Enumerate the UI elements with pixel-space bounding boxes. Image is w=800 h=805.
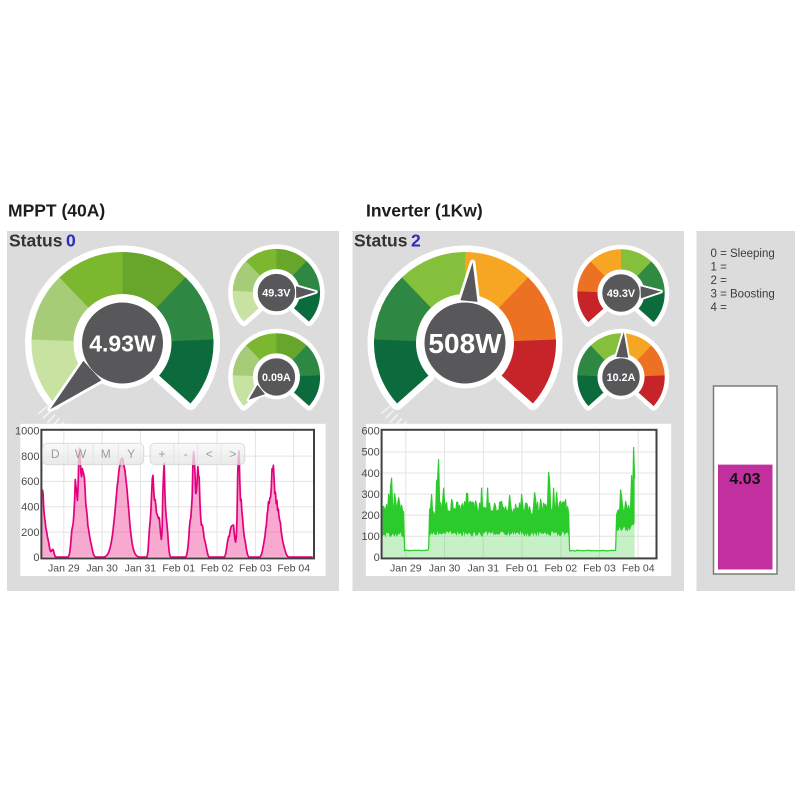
svg-text:MPPT (40A): MPPT (40A) xyxy=(8,201,105,221)
svg-text:508W: 508W xyxy=(428,328,502,359)
svg-text:+: + xyxy=(158,447,165,461)
svg-text:600: 600 xyxy=(21,476,39,488)
svg-text:Feb 04: Feb 04 xyxy=(277,563,310,575)
svg-text:4.03: 4.03 xyxy=(729,471,760,488)
svg-text:400: 400 xyxy=(21,502,39,514)
svg-text:0: 0 xyxy=(66,231,76,251)
svg-text:Jan 29: Jan 29 xyxy=(390,563,422,575)
svg-text:Jan 30: Jan 30 xyxy=(429,563,461,575)
svg-text:10.2A: 10.2A xyxy=(607,372,636,384)
svg-text:Status: Status xyxy=(9,231,63,251)
svg-text:600: 600 xyxy=(361,426,379,438)
svg-text:800: 800 xyxy=(21,451,39,463)
svg-text:Jan 31: Jan 31 xyxy=(125,563,157,575)
svg-text:<: < xyxy=(206,447,213,461)
svg-text:Jan 31: Jan 31 xyxy=(468,563,500,575)
svg-text:Feb 02: Feb 02 xyxy=(201,563,234,575)
svg-text:Y: Y xyxy=(127,447,135,461)
svg-text:0: 0 xyxy=(374,552,380,564)
svg-text:400: 400 xyxy=(361,468,379,480)
svg-text:0: 0 xyxy=(33,552,39,564)
svg-text:Feb 04: Feb 04 xyxy=(622,563,655,575)
svg-text:500: 500 xyxy=(361,447,379,459)
svg-text:200: 200 xyxy=(361,510,379,522)
svg-text:2: 2 xyxy=(411,231,421,251)
svg-text:3 = Boosting: 3 = Boosting xyxy=(711,289,775,301)
svg-text:Jan 29: Jan 29 xyxy=(48,563,80,575)
svg-text:0.09A: 0.09A xyxy=(262,372,291,384)
svg-text:M: M xyxy=(101,447,111,461)
svg-text:200: 200 xyxy=(21,527,39,539)
svg-text:Inverter (1Kw): Inverter (1Kw) xyxy=(366,201,483,221)
svg-text:>: > xyxy=(229,447,236,461)
svg-text:Feb 03: Feb 03 xyxy=(583,563,616,575)
svg-text:Feb 02: Feb 02 xyxy=(544,563,577,575)
svg-text:Status: Status xyxy=(354,231,408,251)
svg-text:4.93W: 4.93W xyxy=(89,330,156,356)
svg-text:Feb 03: Feb 03 xyxy=(239,563,272,575)
svg-text:Jan 30: Jan 30 xyxy=(86,563,118,575)
svg-text:Feb 01: Feb 01 xyxy=(162,563,195,575)
svg-text:2 =: 2 = xyxy=(711,275,728,287)
svg-text:49.3V: 49.3V xyxy=(607,288,636,300)
svg-text:D: D xyxy=(51,447,60,461)
svg-text:100: 100 xyxy=(361,531,379,543)
svg-text:-: - xyxy=(184,447,188,461)
svg-text:Feb 01: Feb 01 xyxy=(506,563,539,575)
svg-text:W: W xyxy=(75,447,87,461)
svg-text:4 =: 4 = xyxy=(711,302,728,314)
svg-text:49.3V: 49.3V xyxy=(262,288,291,300)
svg-text:0 = Sleeping: 0 = Sleeping xyxy=(711,248,775,260)
svg-text:300: 300 xyxy=(361,489,379,501)
svg-text:1 =: 1 = xyxy=(711,262,728,274)
svg-text:1000: 1000 xyxy=(15,426,39,438)
